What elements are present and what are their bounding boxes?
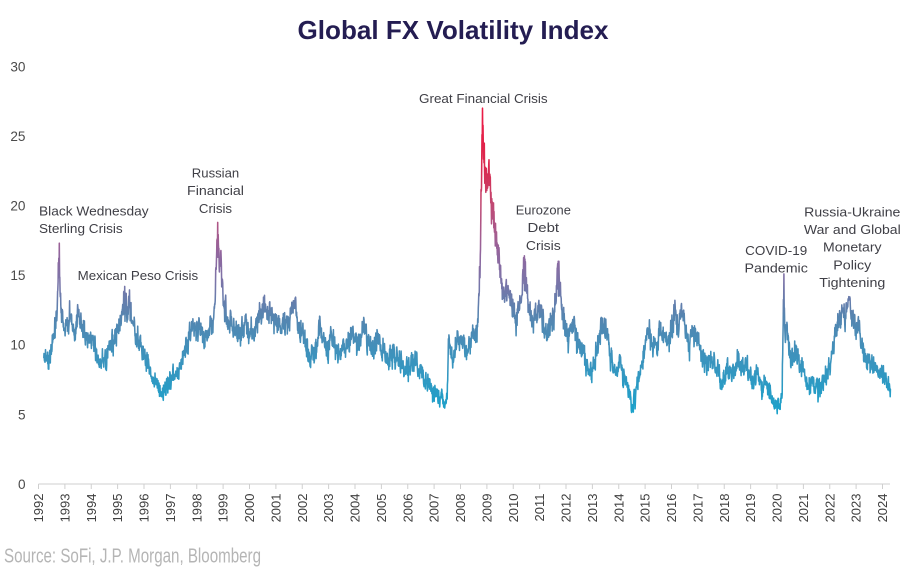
svg-text:2011: 2011: [532, 494, 547, 522]
svg-text:2007: 2007: [427, 494, 442, 523]
svg-text:0: 0: [18, 477, 26, 492]
svg-text:5: 5: [18, 407, 26, 422]
svg-text:2014: 2014: [611, 494, 626, 523]
svg-text:20: 20: [10, 199, 26, 214]
svg-text:Great Financial Crisis: Great Financial Crisis: [419, 91, 548, 106]
svg-text:2006: 2006: [400, 494, 415, 523]
svg-text:Black Wednesday: Black Wednesday: [39, 204, 149, 219]
svg-text:Mexican Peso Crisis: Mexican Peso Crisis: [78, 268, 199, 283]
svg-text:2024: 2024: [875, 494, 890, 523]
svg-text:Policy: Policy: [833, 257, 872, 272]
svg-text:2015: 2015: [638, 494, 653, 523]
svg-text:10: 10: [10, 338, 26, 353]
svg-text:2022: 2022: [822, 494, 837, 523]
svg-text:2010: 2010: [506, 494, 521, 523]
svg-text:2018: 2018: [717, 494, 732, 523]
svg-text:2003: 2003: [321, 494, 336, 523]
svg-text:Eurozone: Eurozone: [516, 202, 571, 217]
svg-text:Source: SoFi, J.P. Morgan, Blo: Source: SoFi, J.P. Morgan, Bloomberg: [4, 545, 261, 567]
svg-text:War and Global: War and Global: [804, 222, 901, 237]
svg-text:1995: 1995: [110, 494, 125, 523]
svg-text:2009: 2009: [479, 494, 494, 523]
svg-text:30: 30: [10, 59, 26, 74]
svg-text:Crisis: Crisis: [526, 238, 561, 253]
svg-text:Crisis: Crisis: [199, 201, 233, 216]
svg-text:2017: 2017: [690, 494, 705, 523]
svg-text:COVID-19: COVID-19: [745, 243, 807, 258]
svg-text:1998: 1998: [189, 494, 204, 523]
svg-text:2008: 2008: [453, 494, 468, 523]
svg-text:1997: 1997: [163, 494, 178, 523]
svg-text:Monetary: Monetary: [823, 240, 882, 255]
svg-text:1994: 1994: [84, 494, 99, 523]
svg-text:Debt: Debt: [528, 220, 560, 235]
svg-text:1993: 1993: [57, 494, 72, 523]
svg-text:2000: 2000: [242, 494, 257, 523]
svg-text:Tightening: Tightening: [819, 275, 885, 290]
svg-text:2012: 2012: [559, 494, 574, 523]
svg-text:2019: 2019: [743, 494, 758, 523]
svg-text:Pandemic: Pandemic: [745, 261, 809, 276]
svg-text:2004: 2004: [348, 494, 363, 523]
svg-text:2023: 2023: [849, 494, 864, 523]
svg-text:1999: 1999: [216, 494, 231, 523]
svg-text:25: 25: [10, 129, 25, 144]
svg-text:15: 15: [10, 268, 25, 283]
svg-text:1996: 1996: [137, 494, 152, 523]
svg-text:2001: 2001: [268, 494, 283, 523]
svg-text:2013: 2013: [585, 494, 600, 523]
svg-text:Russia-Ukraine: Russia-Ukraine: [804, 204, 900, 219]
svg-text:Russian: Russian: [192, 166, 239, 181]
svg-text:Global FX Volatility Index: Global FX Volatility Index: [298, 15, 610, 45]
svg-text:Financial: Financial: [187, 183, 244, 198]
svg-text:2020: 2020: [770, 494, 785, 523]
svg-text:1992: 1992: [31, 494, 46, 523]
svg-text:2021: 2021: [796, 494, 811, 523]
svg-text:2002: 2002: [295, 494, 310, 523]
svg-text:2005: 2005: [374, 494, 389, 523]
svg-text:2016: 2016: [664, 494, 679, 523]
svg-text:Sterling Crisis: Sterling Crisis: [39, 221, 123, 236]
